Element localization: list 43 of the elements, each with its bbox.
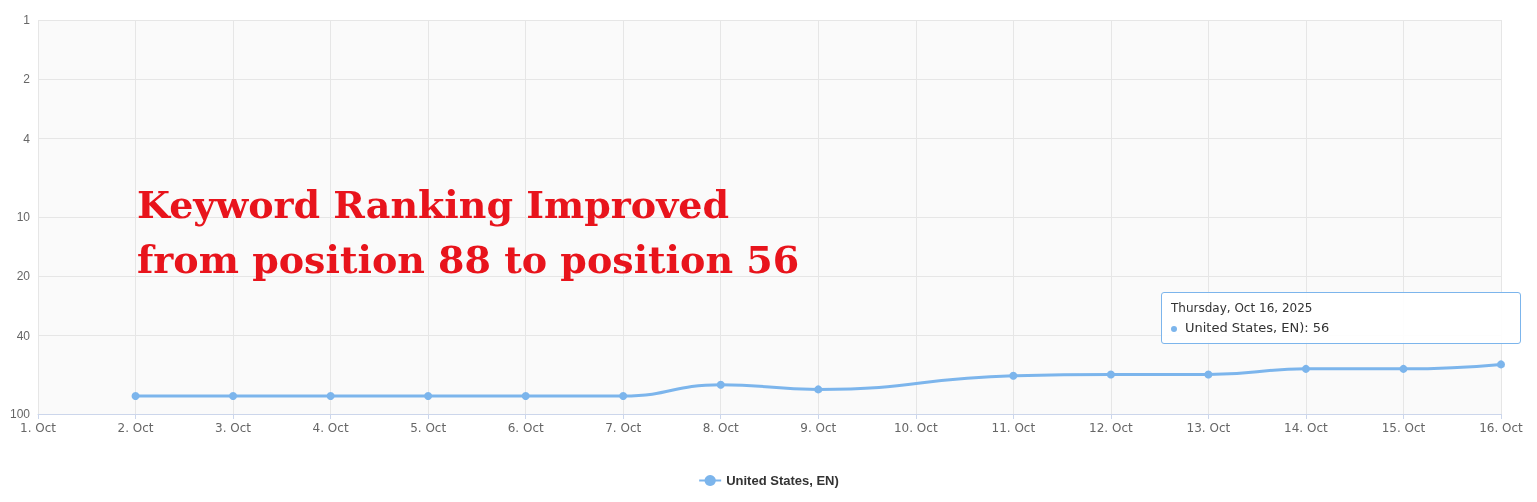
annotation: from position 88 to position 56	[137, 236, 800, 282]
point	[1009, 371, 1018, 380]
x-tick-label: 8. Oct	[702, 421, 740, 435]
x-tick-label: 12. Oct	[1089, 421, 1133, 435]
y-tick-label: 2	[23, 72, 31, 87]
point	[1301, 364, 1310, 373]
point	[814, 385, 823, 394]
x-tick-label: 13. Oct	[1186, 421, 1231, 435]
point	[131, 391, 140, 400]
annotation: Thursday, Oct 16, 2025	[1171, 300, 1314, 318]
point	[229, 391, 238, 400]
point	[521, 391, 530, 400]
x-tick-label: 4. Oct	[312, 421, 349, 435]
x-tick-label: 16. Oct	[1479, 421, 1524, 435]
y-tick-label: 20	[16, 269, 31, 284]
point	[619, 391, 628, 400]
x-tick-label: 7. Oct	[605, 421, 642, 435]
x-tick-label: 5. Oct	[410, 421, 447, 435]
y-tick-label: 10	[16, 210, 31, 224]
point	[1399, 364, 1408, 373]
point	[326, 391, 335, 400]
tooltip-box: Thursday, Oct 16, 2025 United States, EN): 56	[1161, 292, 1521, 345]
x-tick-label: 14. Oct	[1284, 421, 1329, 435]
point	[1497, 360, 1505, 369]
x-tick-label: 9. Oct	[800, 421, 837, 435]
x-tick-label: 1. Oct	[19, 421, 57, 435]
x-tick-label: 3. Oct	[215, 421, 252, 435]
point	[1204, 370, 1213, 379]
y-tick-label: 4	[23, 131, 31, 146]
x-tick-label: 11. Oct	[991, 421, 1036, 435]
x-tick-label: 15. Oct	[1381, 421, 1426, 435]
annotation: United States, EN): 56	[1184, 319, 1331, 338]
legend-label: United States, EN)	[726, 473, 839, 488]
y-tick-label: 1	[23, 13, 31, 27]
point	[1106, 370, 1115, 379]
y-tick-label: 40	[16, 328, 31, 343]
point	[424, 391, 433, 400]
point	[716, 380, 725, 389]
x-tick-label: 6. Oct	[507, 421, 544, 435]
x-tick-label: 10. Oct	[893, 421, 938, 435]
x-tick-label: 2. Oct	[117, 421, 154, 435]
annotation: Keyword Ranking Improved	[137, 181, 729, 227]
y-tick-label: 100	[9, 407, 31, 421]
